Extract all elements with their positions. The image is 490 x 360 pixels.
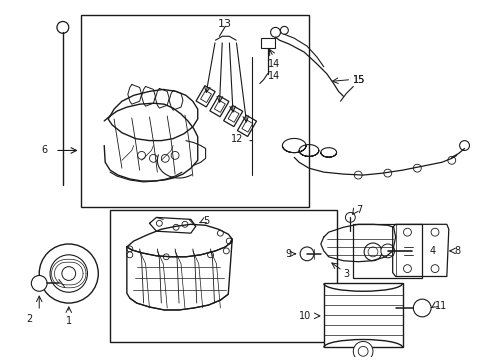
Circle shape [414,164,421,172]
Circle shape [431,265,439,273]
Circle shape [431,228,439,236]
Text: 6: 6 [41,145,47,156]
Bar [110,210,337,342]
Circle shape [353,342,373,360]
Circle shape [163,254,169,260]
Circle shape [218,230,223,236]
Circle shape [31,275,47,291]
Text: 4: 4 [429,246,435,256]
Circle shape [171,152,179,159]
Text: 10: 10 [299,311,311,321]
Circle shape [448,156,456,164]
FancyBboxPatch shape [196,86,215,107]
Circle shape [280,26,288,34]
Text: 15: 15 [353,75,366,85]
Text: 8: 8 [455,246,461,256]
Circle shape [368,247,378,257]
Circle shape [182,221,188,227]
FancyBboxPatch shape [215,100,225,112]
Text: 15: 15 [353,75,366,85]
FancyBboxPatch shape [200,91,212,103]
Circle shape [354,171,362,179]
Circle shape [149,154,157,162]
Circle shape [138,152,146,159]
Text: 1: 1 [66,316,72,326]
Text: 9: 9 [285,249,291,259]
Circle shape [156,220,162,226]
Circle shape [39,244,98,303]
Text: 11: 11 [435,301,447,311]
FancyBboxPatch shape [223,105,243,127]
Circle shape [404,228,412,236]
Text: 2: 2 [26,314,32,324]
Circle shape [173,224,179,230]
Circle shape [161,154,169,162]
Text: 14: 14 [268,59,280,69]
Circle shape [127,246,133,252]
Circle shape [300,247,314,261]
Circle shape [414,299,431,317]
FancyBboxPatch shape [210,95,229,117]
Text: 14: 14 [268,71,280,81]
Text: 3: 3 [343,269,349,279]
Bar [353,224,422,278]
Circle shape [384,169,392,177]
Circle shape [270,27,280,37]
Circle shape [57,22,69,33]
Circle shape [460,141,469,150]
Text: 5: 5 [204,216,210,226]
FancyBboxPatch shape [242,120,253,132]
Text: 12: 12 [231,134,243,144]
FancyBboxPatch shape [238,115,257,136]
Circle shape [127,252,133,258]
Circle shape [208,252,214,258]
Bar [261,38,274,48]
Circle shape [358,346,368,356]
Circle shape [62,267,75,280]
Bar [80,15,309,207]
Bar [324,283,402,347]
Text: 7: 7 [356,204,363,215]
Circle shape [381,244,394,258]
FancyBboxPatch shape [228,110,239,122]
Circle shape [364,243,382,261]
Circle shape [404,265,412,273]
Circle shape [226,238,232,244]
Circle shape [50,255,88,292]
Circle shape [345,212,355,222]
Circle shape [223,248,229,254]
Text: 13: 13 [219,19,232,30]
